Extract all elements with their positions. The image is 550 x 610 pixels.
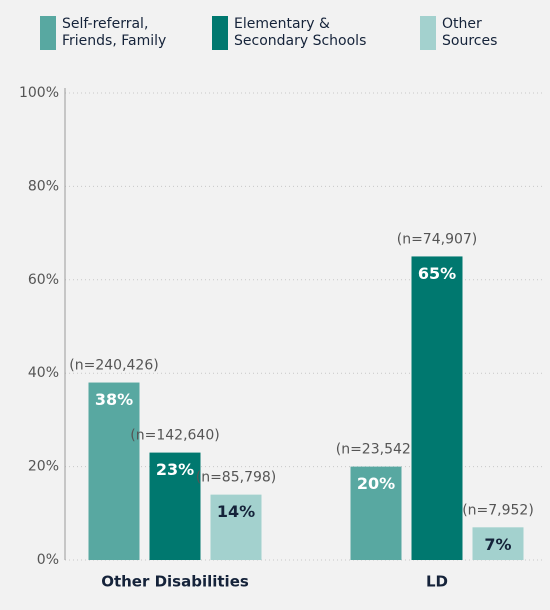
bar — [88, 382, 140, 560]
legend-swatch — [40, 16, 56, 50]
legend-swatch — [212, 16, 228, 50]
annotation: (n=23,542) — [336, 442, 417, 458]
value-label: 20% — [357, 474, 395, 493]
annotation: (n=240,426) — [69, 358, 158, 374]
annotation: (n=85,798) — [196, 470, 277, 486]
legend: Self-referral, Friends, Family Elementary… — [0, 0, 550, 64]
x-tick-label: LD — [426, 573, 448, 591]
value-label: 65% — [418, 264, 456, 283]
legend-label: Other Sources — [442, 16, 498, 49]
value-label: 23% — [156, 460, 194, 479]
y-tick-label: 0% — [37, 552, 59, 568]
value-label: 7% — [484, 535, 511, 554]
legend-label: Self-referral, Friends, Family — [62, 16, 167, 49]
legend-swatch — [420, 16, 436, 50]
bar — [210, 494, 262, 560]
y-tick-label: 60% — [28, 272, 59, 288]
legend-entry: Other Sources — [420, 16, 497, 50]
annotation: (n=7,952) — [462, 502, 534, 518]
x-tick-label: Other Disabilities — [101, 573, 249, 591]
annotation: (n=142,640) — [130, 428, 219, 444]
legend-entry: Elementary & Secondary Schools — [212, 16, 366, 50]
annotation: (n=74,907) — [397, 231, 478, 247]
bar — [149, 452, 201, 560]
y-tick-label: 40% — [28, 365, 59, 381]
value-label: 14% — [217, 502, 255, 521]
legend-label: Elementary & Secondary Schools — [234, 16, 367, 49]
bar — [350, 466, 402, 560]
y-tick-label: 20% — [28, 459, 59, 475]
legend-entry: Self-referral, Friends, Family — [40, 16, 166, 50]
value-label: 38% — [95, 390, 133, 409]
bar — [472, 527, 524, 560]
y-tick-label: 80% — [28, 178, 59, 194]
y-tick-label: 100% — [19, 85, 59, 101]
bar — [411, 256, 463, 560]
